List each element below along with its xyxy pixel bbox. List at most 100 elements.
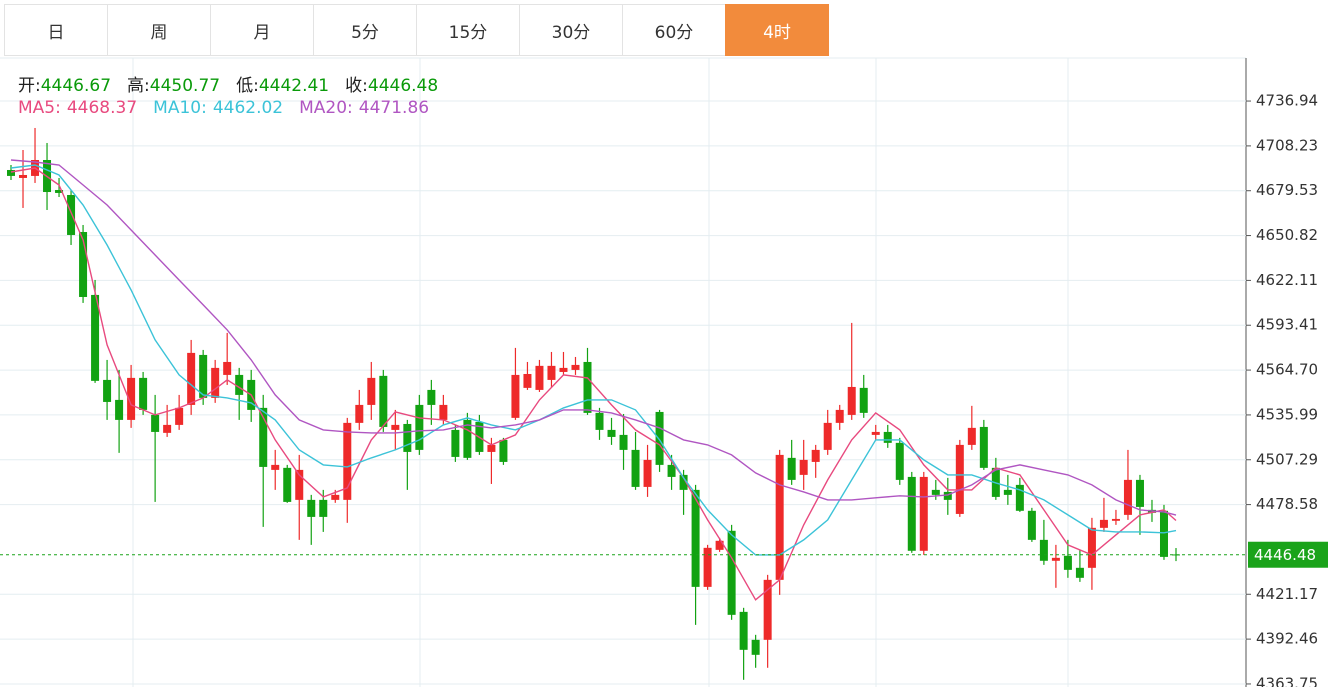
candle-body <box>811 449 820 462</box>
candle-body <box>523 373 532 388</box>
candle-body <box>679 474 688 490</box>
y-tick-label: 4363.75 <box>1256 674 1318 687</box>
candle-body <box>1159 510 1168 557</box>
candle-body <box>415 404 424 450</box>
ohlc-value: 4442.41 <box>258 76 330 96</box>
candle-body <box>307 499 316 517</box>
candle-body <box>799 459 808 475</box>
candle-body <box>979 426 988 468</box>
ma-legend-name: MA5: <box>18 98 61 118</box>
y-tick-label: 4593.41 <box>1256 316 1318 334</box>
candle-body <box>763 579 772 640</box>
candle-body <box>871 431 880 435</box>
candle-body <box>55 189 64 193</box>
candle-body <box>91 294 100 381</box>
candle-body <box>655 411 664 465</box>
candle-body <box>163 424 172 433</box>
candle-body <box>151 414 160 432</box>
ma-legend-value: 4468.37 <box>66 98 138 118</box>
candle-body <box>631 449 640 487</box>
candle-body <box>667 464 676 477</box>
candle-body <box>967 427 976 445</box>
period-tab[interactable]: 4时 <box>725 4 829 56</box>
ma-line <box>10 167 1177 601</box>
candle-body <box>775 454 784 580</box>
candle-body <box>391 424 400 430</box>
candle-body <box>955 444 964 514</box>
candle-body <box>7 169 15 176</box>
candle-body <box>79 232 88 297</box>
candle-body <box>343 422 352 500</box>
ohlc-label: 开: <box>18 76 41 96</box>
period-tabs: 日周月 5分 15分 30分 60分 4时 <box>4 4 829 56</box>
candle-body <box>487 444 496 452</box>
y-tick-label: 4708.23 <box>1256 136 1318 154</box>
candle-body <box>1051 557 1060 561</box>
candle-body <box>175 407 184 425</box>
period-tab[interactable]: 15分 <box>416 4 520 56</box>
candle-body <box>559 367 568 372</box>
y-tick-label: 4392.46 <box>1256 630 1318 648</box>
candle-body <box>439 404 448 420</box>
y-tick-label: 4622.11 <box>1256 271 1318 289</box>
candle-body <box>403 423 412 452</box>
candle-body <box>139 377 148 410</box>
candle-body <box>1087 527 1096 568</box>
candle-body <box>283 467 292 502</box>
candle-body <box>1003 489 1012 495</box>
candle-body <box>235 374 244 395</box>
period-tab[interactable]: 30分 <box>519 4 623 56</box>
ohlc-header: 开:4446.67 高:4450.77 低:4442.41 收:4446.48 <box>18 71 454 96</box>
candle-body <box>211 367 220 398</box>
ohlc-item: 低:4442.41 <box>236 76 329 96</box>
candle-body <box>739 611 748 650</box>
candle-body <box>691 489 700 587</box>
candle-body <box>463 419 472 458</box>
candle-body <box>535 365 544 390</box>
y-tick-label: 4679.53 <box>1256 181 1318 199</box>
candle-body <box>919 476 928 551</box>
ohlc-label: 低: <box>236 76 259 96</box>
period-tab[interactable]: 60分 <box>622 4 726 56</box>
period-tab[interactable]: 5分 <box>313 4 417 56</box>
candle-body <box>331 494 340 500</box>
period-tab[interactable]: 月 <box>210 4 314 56</box>
ma-legend-item: MA5: 4468.37 <box>18 98 137 118</box>
candle-body <box>223 361 232 375</box>
ma-line <box>10 159 1177 516</box>
candle-body <box>847 386 856 415</box>
candle-body <box>367 377 376 405</box>
period-tab[interactable]: 周 <box>107 4 211 56</box>
candle-body <box>1039 539 1048 561</box>
candle-body <box>451 429 460 457</box>
candle-body <box>703 547 712 587</box>
candle-body <box>787 457 796 480</box>
y-tick-label: 4650.82 <box>1256 226 1318 244</box>
y-tick-label: 4736.94 <box>1256 92 1318 110</box>
ma-legend-value: 4462.02 <box>212 98 284 118</box>
candle-body <box>355 404 364 423</box>
candle-body <box>1075 567 1084 578</box>
candle-body <box>595 412 604 430</box>
ohlc-item: 高:4450.77 <box>127 76 220 96</box>
candle-body <box>643 459 652 487</box>
candle-body <box>1111 518 1120 521</box>
y-tick-label: 4507.29 <box>1256 450 1318 468</box>
candle-body <box>619 434 628 450</box>
candle-body <box>259 407 268 467</box>
last-price-label: 4446.48 <box>1254 546 1316 564</box>
period-tab[interactable]: 日 <box>4 4 108 56</box>
y-tick-label: 4535.99 <box>1256 405 1318 423</box>
candle-body <box>751 639 760 655</box>
y-tick-label: 4564.70 <box>1256 361 1318 379</box>
candle-body <box>127 377 136 420</box>
ohlc-item: 开:4446.67 <box>18 76 111 96</box>
candle-body <box>907 476 916 551</box>
candle-body <box>1063 555 1072 570</box>
candles <box>7 127 1180 680</box>
ohlc-value: 4446.48 <box>367 76 439 96</box>
ma-legend-name: MA10: <box>153 98 207 118</box>
candle-body <box>1015 484 1024 511</box>
